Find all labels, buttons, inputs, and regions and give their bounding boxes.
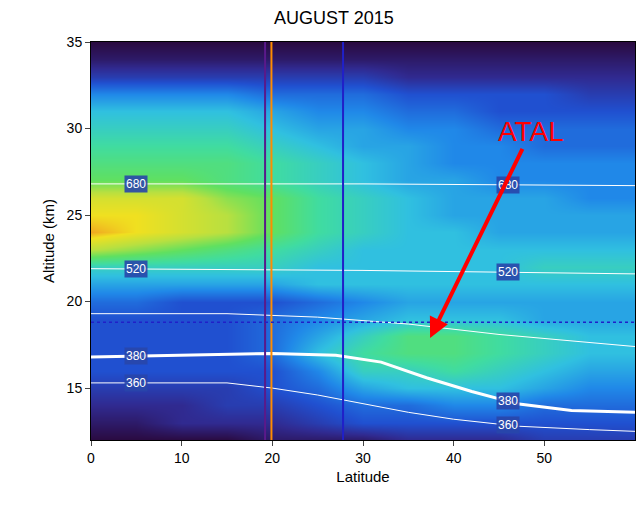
svg-text:15: 15 — [67, 380, 83, 396]
svg-text:0: 0 — [87, 450, 95, 466]
svg-text:25: 25 — [67, 207, 83, 223]
svg-text:520: 520 — [498, 265, 518, 279]
svg-text:20: 20 — [265, 450, 281, 466]
svg-text:ATAL: ATAL — [498, 116, 564, 147]
svg-text:680: 680 — [126, 177, 146, 191]
svg-text:360: 360 — [126, 376, 146, 390]
svg-text:40: 40 — [446, 450, 462, 466]
svg-text:680: 680 — [498, 178, 518, 192]
svg-text:50: 50 — [537, 450, 553, 466]
svg-text:Latitude: Latitude — [336, 468, 389, 485]
svg-text:AUGUST 2015: AUGUST 2015 — [274, 8, 394, 28]
svg-text:30: 30 — [67, 120, 83, 136]
svg-text:520: 520 — [126, 262, 146, 276]
svg-text:35: 35 — [67, 34, 83, 50]
svg-text:Altitude (km): Altitude (km) — [40, 199, 57, 283]
svg-text:380: 380 — [126, 349, 146, 363]
svg-text:10: 10 — [174, 450, 190, 466]
svg-text:20: 20 — [67, 293, 83, 309]
svg-text:360: 360 — [498, 418, 518, 432]
svg-text:380: 380 — [498, 394, 518, 408]
svg-text:30: 30 — [355, 450, 371, 466]
